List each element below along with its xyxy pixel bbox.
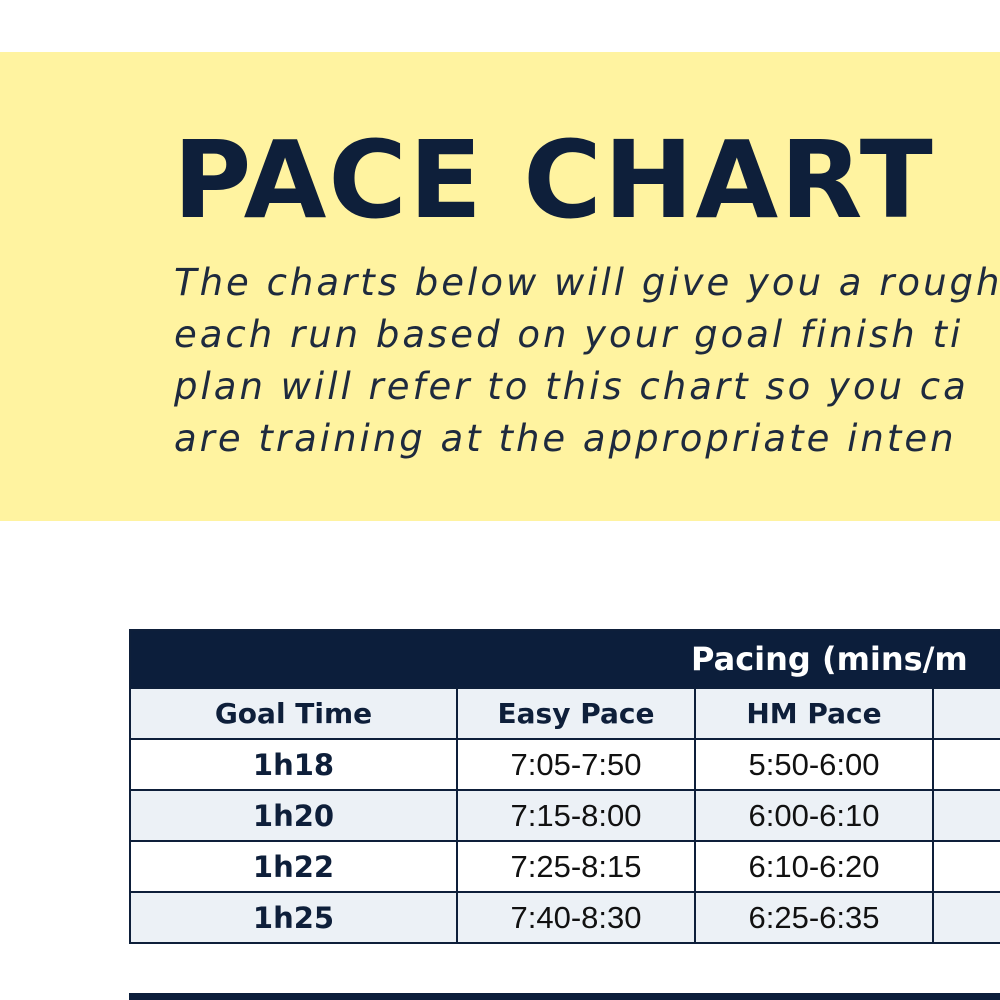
10k-pace-cell: 6 — [932, 891, 1000, 944]
goal-time-cell: 1h20 — [129, 789, 458, 842]
column-header-goal-time: Goal Time — [129, 687, 458, 740]
column-header-easy-pace: Easy Pace — [456, 687, 696, 740]
easy-pace-cell: 7:40-8:30 — [456, 891, 696, 944]
10k-pace-cell: 5: — [932, 738, 1000, 791]
easy-pace-cell: 7:25-8:15 — [456, 840, 696, 893]
goal-time-cell: 1h22 — [129, 840, 458, 893]
intro-line: each run based on your goal finish ti — [174, 313, 964, 356]
table-row: 1h18 7:05-7:50 5:50-6:00 5: — [129, 738, 1000, 791]
10k-pace-cell: 5: — [932, 840, 1000, 893]
10k-pace-cell: 5: — [932, 789, 1000, 842]
pace-table-container: Pacing (mins/m Goal Time Easy Pace HM Pa… — [129, 629, 1000, 944]
goal-time-cell: 1h18 — [129, 738, 458, 791]
table-row: 1h25 7:40-8:30 6:25-6:35 6 — [129, 891, 1000, 944]
hm-pace-cell: 6:00-6:10 — [694, 789, 934, 842]
column-header-hm-pace: HM Pace — [694, 687, 934, 740]
intro-paragraph: The charts below will give you a rough e… — [174, 257, 1000, 465]
page-title: PACE CHART — [173, 119, 935, 243]
column-header-10: 10 — [932, 687, 1000, 740]
hm-pace-cell: 6:10-6:20 — [694, 840, 934, 893]
hm-pace-cell: 6:25-6:35 — [694, 891, 934, 944]
table-row: 1h20 7:15-8:00 6:00-6:10 5: — [129, 789, 1000, 842]
column-header-row: Goal Time Easy Pace HM Pace 10 — [129, 687, 1000, 740]
easy-pace-cell: 7:05-7:50 — [456, 738, 696, 791]
next-table-header-edge — [129, 993, 1000, 1000]
intro-line: The charts below will give you a rough — [174, 261, 1000, 304]
pacing-group-header: Pacing (mins/m — [129, 629, 1000, 689]
title-banner: PACE CHART The charts below will give yo… — [0, 52, 1000, 521]
group-header-row: Pacing (mins/m — [129, 629, 1000, 689]
intro-line: are training at the appropriate inten — [174, 417, 957, 460]
table-row: 1h22 7:25-8:15 6:10-6:20 5: — [129, 840, 1000, 893]
intro-line: plan will refer to this chart so you ca — [174, 365, 969, 408]
pace-table: Pacing (mins/m Goal Time Easy Pace HM Pa… — [129, 629, 1000, 944]
hm-pace-cell: 5:50-6:00 — [694, 738, 934, 791]
goal-time-cell: 1h25 — [129, 891, 458, 944]
easy-pace-cell: 7:15-8:00 — [456, 789, 696, 842]
